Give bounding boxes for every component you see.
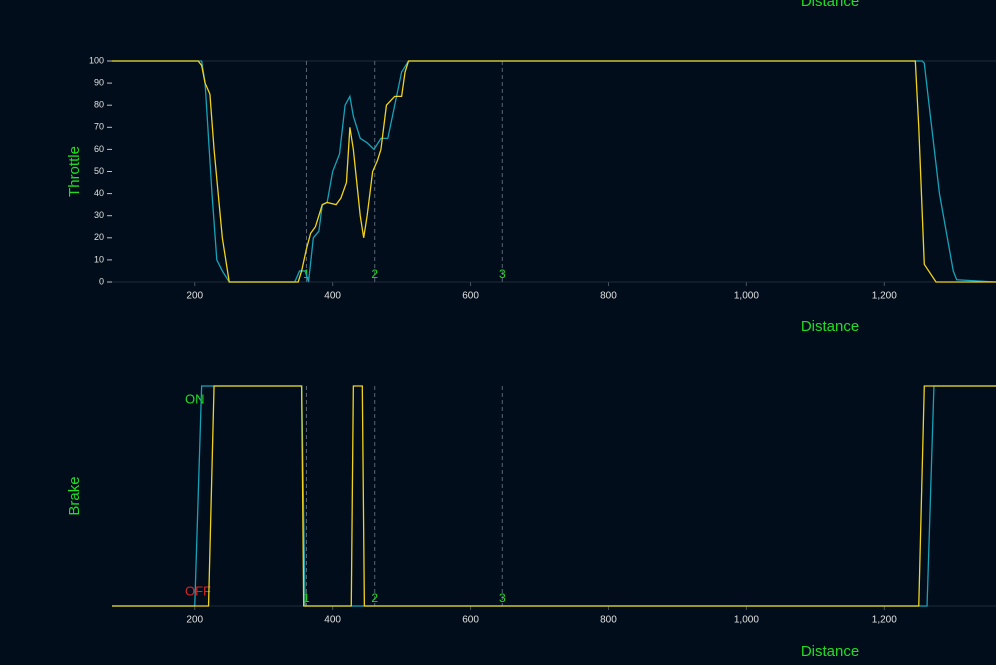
y-tick-label: 50 (94, 166, 104, 176)
sector-label: 2 (371, 267, 378, 281)
x-tick-label: 400 (324, 615, 341, 626)
y-tick-label: 80 (94, 100, 104, 110)
x-tick-label: 600 (462, 291, 479, 302)
x-axis-label: Distance (801, 318, 859, 335)
x-tick-label: 600 (462, 615, 479, 626)
x-axis-label: Distance (801, 643, 859, 660)
series-line (112, 385, 996, 607)
series-line (112, 385, 996, 607)
y-tick-label: 90 (94, 77, 104, 87)
y-tick-label: 0 (99, 276, 104, 286)
y-tick-label: 100 (89, 55, 104, 65)
y-axis-label: Brake (66, 476, 83, 515)
x-tick-label: 200 (186, 291, 203, 302)
x-tick-label: 1,200 (872, 291, 897, 302)
y-tick-label: 20 (94, 232, 104, 242)
x-tick-label: 200 (186, 615, 203, 626)
y-tick-label: OFF (185, 583, 211, 598)
series-line (112, 60, 996, 283)
sector-label: 3 (499, 591, 506, 605)
sector-label: 1 (303, 591, 310, 605)
x-tick-label: 1,200 (872, 615, 897, 626)
y-axis-label: Throttle (66, 146, 83, 197)
y-tick-label: 70 (94, 122, 104, 132)
y-tick-label: 40 (94, 188, 104, 198)
x-tick-label: 1,000 (734, 291, 759, 302)
x-tick-label: 400 (324, 291, 341, 302)
series-line (112, 60, 996, 283)
y-tick-label: 60 (94, 144, 104, 154)
y-tick-label: ON (185, 391, 205, 406)
x-tick-label: 1,000 (734, 615, 759, 626)
x-tick-label: 800 (600, 291, 617, 302)
x-tick-label: 800 (600, 615, 617, 626)
y-tick-label: 10 (94, 254, 104, 264)
y-tick-label: 30 (94, 210, 104, 220)
sector-label: 3 (499, 267, 506, 281)
sector-label: 2 (371, 591, 378, 605)
header-label: Distance (801, 0, 859, 10)
